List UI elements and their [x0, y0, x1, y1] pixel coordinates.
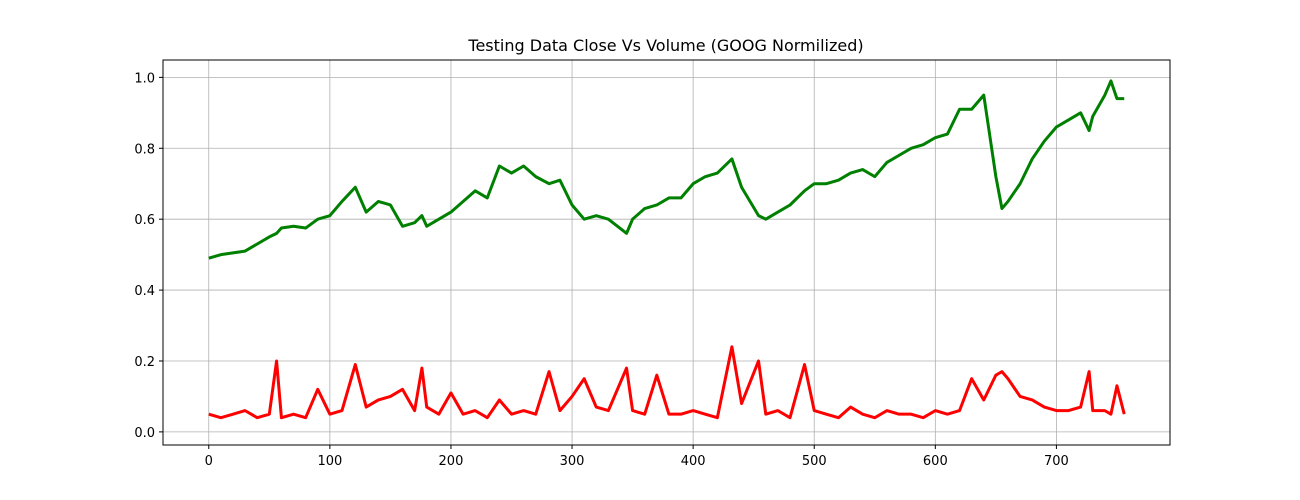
- x-tick-label: 400: [681, 454, 706, 469]
- y-tick-label: 0.8: [134, 142, 155, 157]
- series-line: [208, 345, 1126, 420]
- x-tick-label: 200: [439, 454, 464, 469]
- x-tick-label: 300: [560, 454, 585, 469]
- plot-frame: [162, 59, 1171, 446]
- x-tick-label: 100: [317, 454, 342, 469]
- y-tick-label: 0.0: [134, 426, 155, 441]
- x-tick-label: 0: [205, 454, 213, 469]
- y-tick-label: 0.6: [134, 213, 155, 228]
- series-line: [208, 79, 1125, 260]
- y-tick-label: 0.2: [134, 355, 155, 370]
- chart-title: Testing Data Close Vs Volume (GOOG Normi…: [467, 36, 863, 55]
- y-tick-label: 1.0: [134, 71, 155, 86]
- x-tick-label: 700: [1044, 454, 1069, 469]
- x-tick-label: 600: [923, 454, 948, 469]
- y-tick-label: 0.4: [134, 284, 155, 299]
- x-tick-label: 500: [802, 454, 827, 469]
